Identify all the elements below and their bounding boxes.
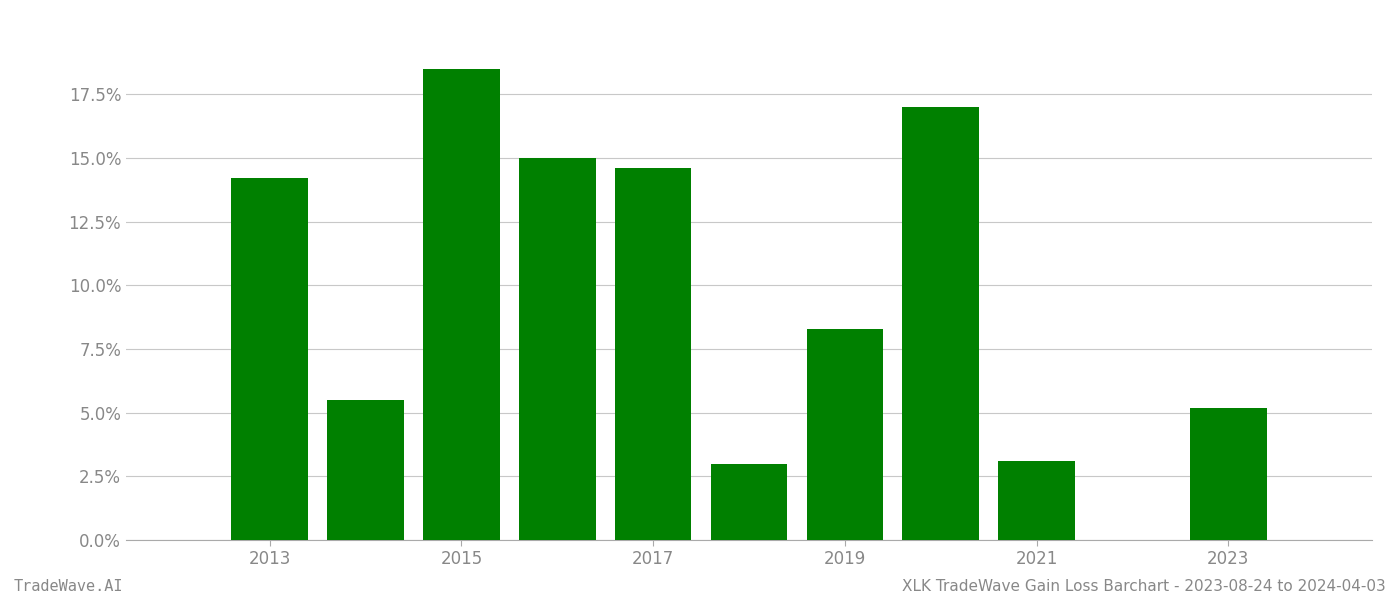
Bar <box>806 329 883 540</box>
Bar <box>1190 407 1267 540</box>
Bar <box>998 461 1075 540</box>
Bar <box>903 107 979 540</box>
Text: TradeWave.AI: TradeWave.AI <box>14 579 123 594</box>
Text: XLK TradeWave Gain Loss Barchart - 2023-08-24 to 2024-04-03: XLK TradeWave Gain Loss Barchart - 2023-… <box>902 579 1386 594</box>
Bar <box>328 400 405 540</box>
Bar <box>519 158 595 540</box>
Bar <box>423 69 500 540</box>
Bar <box>231 178 308 540</box>
Bar <box>615 168 692 540</box>
Bar <box>711 464 787 540</box>
